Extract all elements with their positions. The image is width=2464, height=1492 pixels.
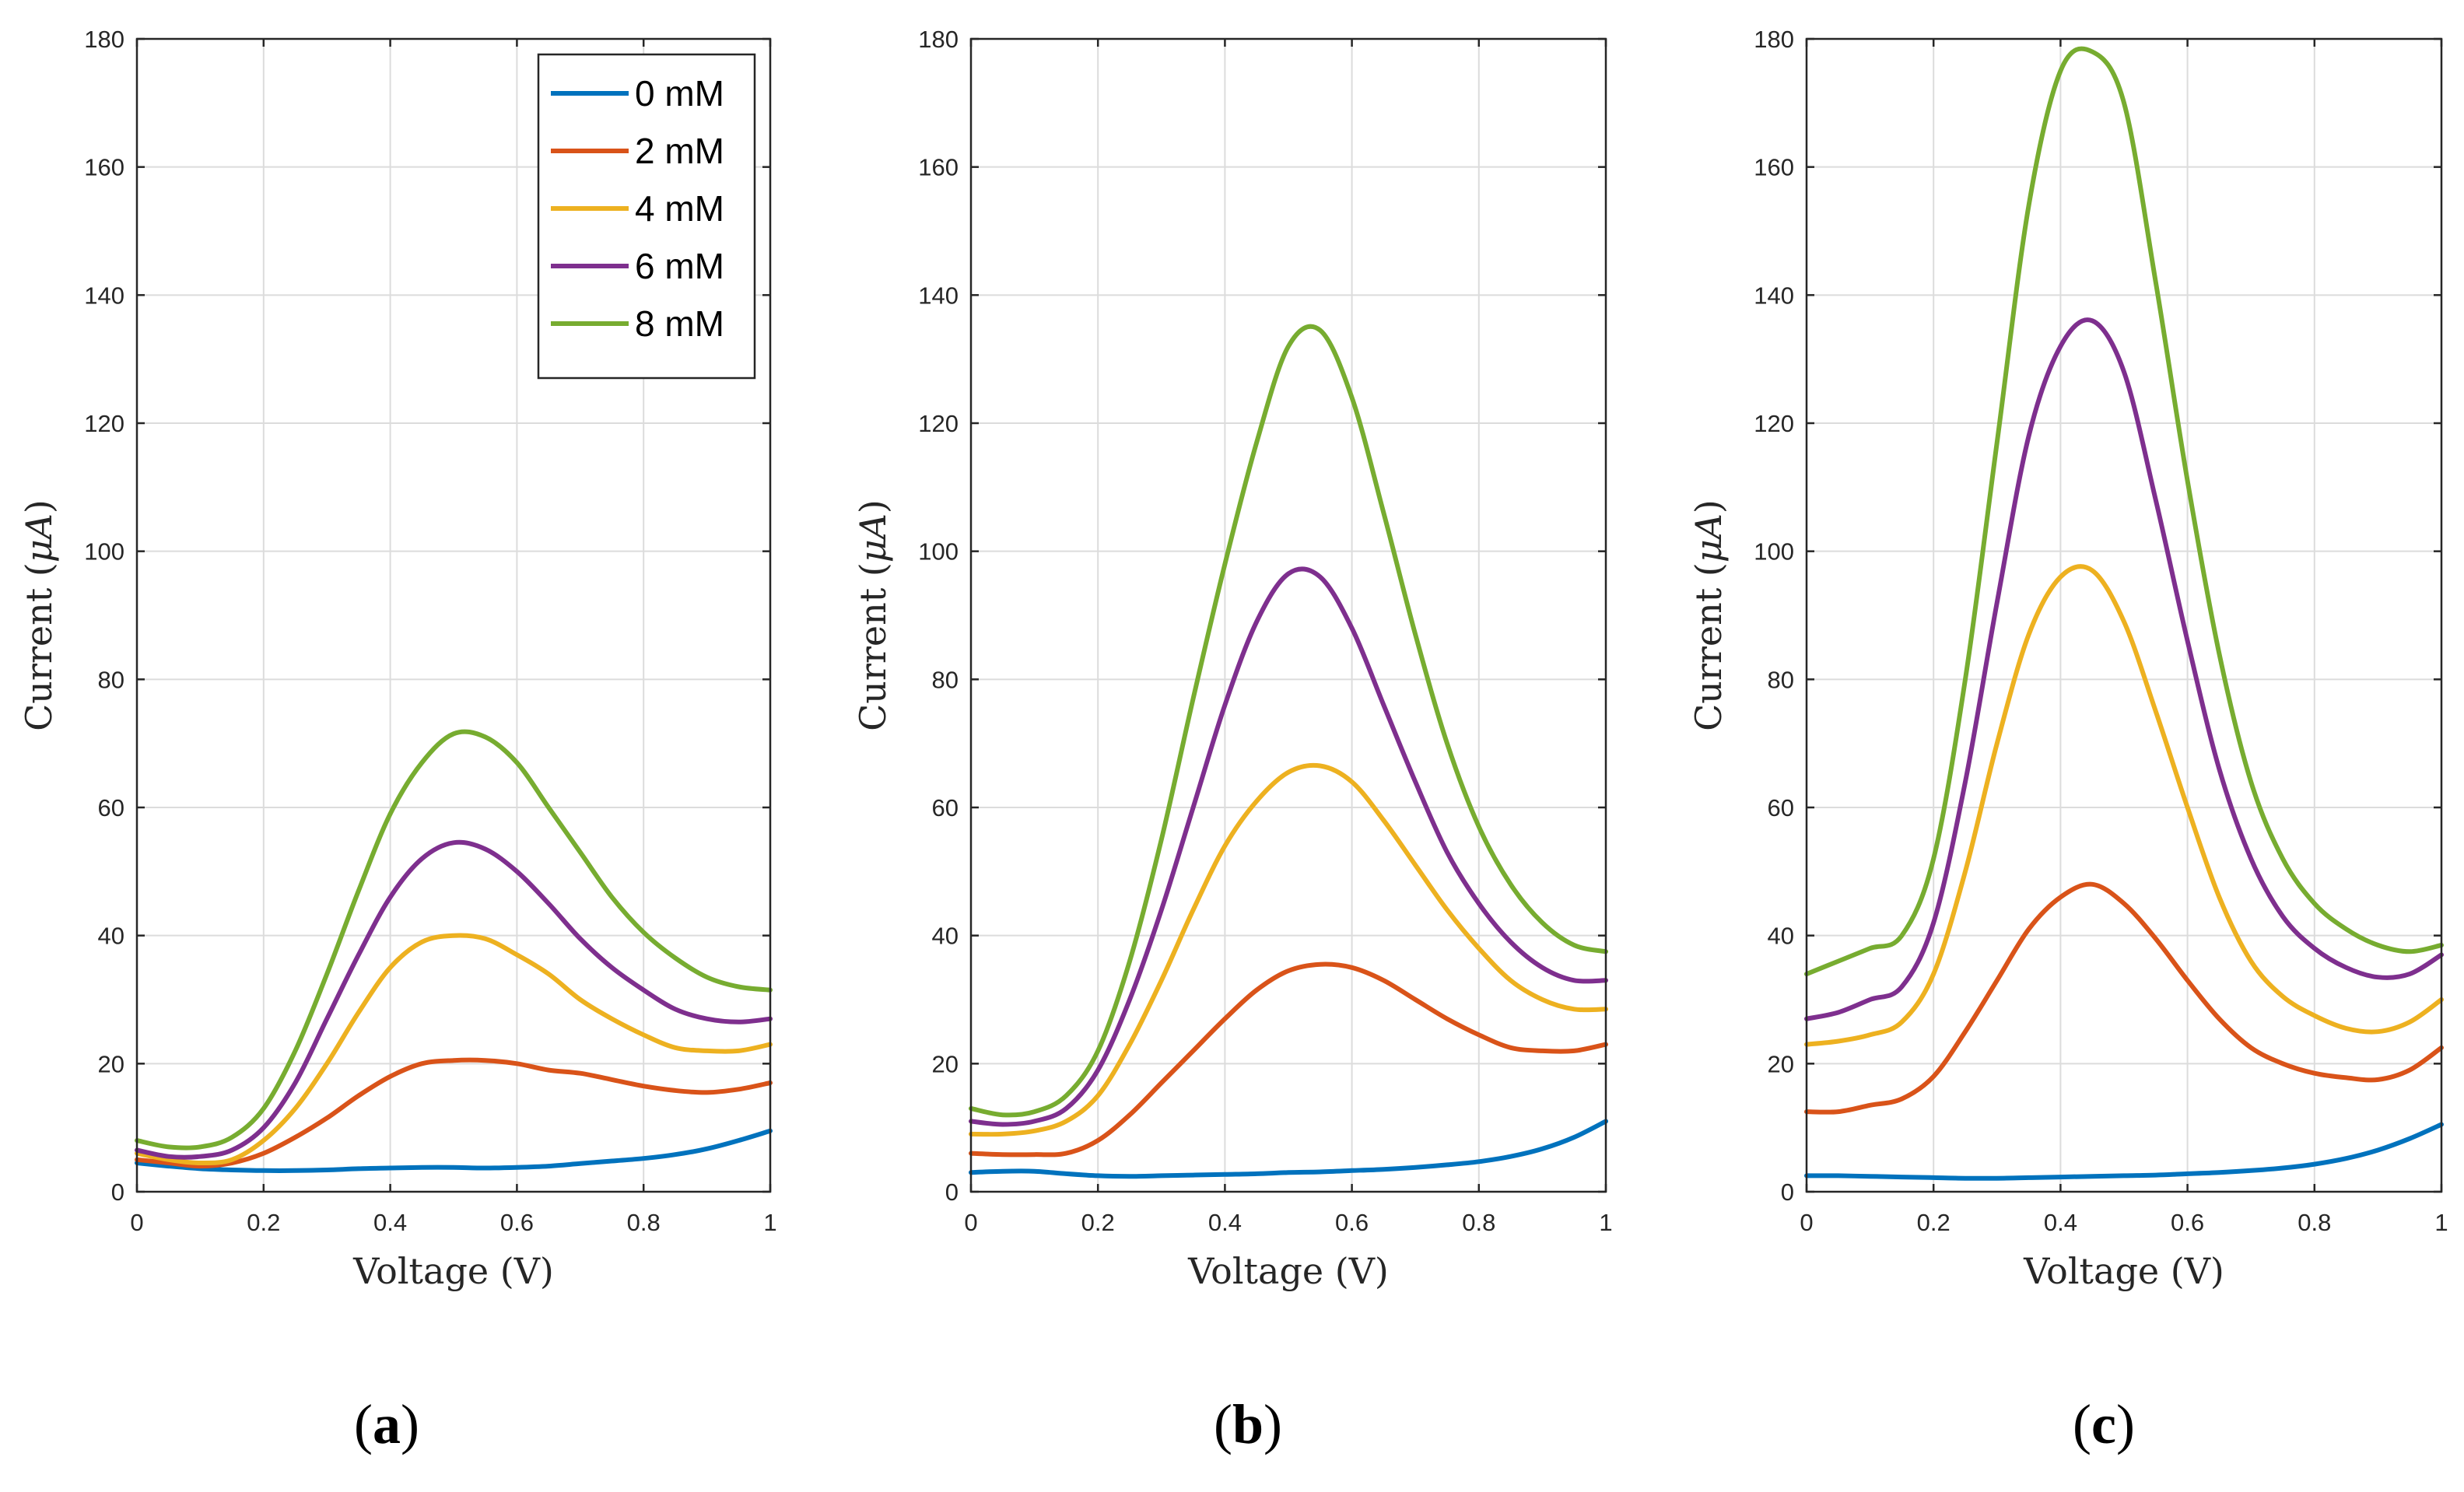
y-tick-label: 60 bbox=[1768, 794, 1794, 821]
y-tick-label: 20 bbox=[1768, 1050, 1794, 1077]
y-tick-label: 40 bbox=[932, 923, 959, 950]
x-axis-label: Voltage (V) bbox=[2023, 1250, 2224, 1292]
x-tick-label: 1 bbox=[763, 1209, 776, 1236]
y-tick-label: 80 bbox=[932, 666, 959, 693]
x-tick-label: 0.8 bbox=[1462, 1209, 1495, 1236]
x-tick-label: 0.2 bbox=[1081, 1209, 1115, 1236]
series-line-0-mm bbox=[135, 1128, 773, 1173]
y-axis-label: Current (μA) bbox=[1688, 499, 1730, 731]
panel-label-b: (b) bbox=[1214, 1393, 1283, 1455]
x-tick-label: 0 bbox=[130, 1209, 143, 1236]
y-tick-label: 160 bbox=[84, 154, 124, 181]
series-line-8-mm bbox=[135, 729, 773, 1151]
y-tick-label: 60 bbox=[932, 794, 959, 821]
series-line-4-mm bbox=[1804, 564, 2444, 1047]
series-line-0-mm bbox=[969, 1119, 1608, 1179]
series-line-8-mm bbox=[969, 324, 1608, 1118]
legend-label: 6 mM bbox=[635, 246, 724, 286]
x-tick-label: 0 bbox=[1800, 1209, 1813, 1236]
x-tick-label: 1 bbox=[1599, 1209, 1612, 1236]
y-tick-label: 160 bbox=[918, 154, 959, 181]
y-tick-label: 140 bbox=[1754, 282, 1794, 309]
legend-label: 2 mM bbox=[635, 131, 724, 171]
chart-panel-c: 0 0.2 0.4 0.6 0.8 1 0 20 40 60 80 100 120 140 160 180 Vo… bbox=[1688, 26, 2448, 1292]
y-tick-label: 80 bbox=[98, 666, 124, 693]
axes-box bbox=[969, 37, 1607, 1193]
y-tick-label: 80 bbox=[1768, 666, 1794, 693]
series-line-4-mm bbox=[135, 933, 773, 1166]
x-axis-label: Voltage (V) bbox=[352, 1250, 554, 1292]
series-line-6-mm bbox=[969, 566, 1608, 1127]
y-tick-label: 0 bbox=[1781, 1179, 1794, 1206]
y-tick-label: 160 bbox=[1754, 154, 1794, 181]
x-tick-label: 0.4 bbox=[373, 1209, 407, 1236]
x-tick-label: 0.2 bbox=[247, 1209, 280, 1236]
x-tick-label: 0.8 bbox=[2298, 1209, 2331, 1236]
y-tick-label: 20 bbox=[932, 1050, 959, 1077]
y-tick-label: 140 bbox=[918, 282, 959, 309]
y-axis-label: Current (μA) bbox=[852, 499, 894, 731]
y-tick-label: 120 bbox=[84, 410, 124, 437]
y-tick-label: 100 bbox=[84, 538, 124, 566]
y-tick-label: 100 bbox=[1754, 538, 1794, 566]
y-tick-label: 140 bbox=[84, 282, 124, 309]
y-tick-label: 120 bbox=[1754, 410, 1794, 437]
y-tick-label: 20 bbox=[98, 1050, 124, 1077]
legend: 0 mM 2 mM 4 mM 6 mM 8 mM bbox=[537, 53, 756, 380]
y-tick-label: 180 bbox=[84, 26, 124, 53]
y-tick-label: 180 bbox=[918, 26, 959, 53]
legend-label: 4 mM bbox=[635, 188, 724, 229]
series-line-6-mm bbox=[1804, 317, 2444, 1021]
panel-label-a: (a) bbox=[354, 1393, 419, 1455]
x-tick-label: 0.4 bbox=[1208, 1209, 1242, 1236]
y-tick-label: 180 bbox=[1754, 26, 1794, 53]
axes-box bbox=[1805, 37, 2443, 1193]
x-tick-label: 0.6 bbox=[1335, 1209, 1369, 1236]
y-tick-label: 0 bbox=[111, 1179, 124, 1206]
panel-label-c: (c) bbox=[2073, 1393, 2135, 1455]
x-axis-label: Voltage (V) bbox=[1187, 1250, 1389, 1292]
series-line-6-mm bbox=[135, 839, 773, 1160]
y-tick-label: 60 bbox=[98, 794, 124, 821]
x-tick-label: 0.6 bbox=[2171, 1209, 2204, 1236]
chart-panel-b: 0 0.2 0.4 0.6 0.8 1 0 20 40 60 80 100 120 140 160 180 Vo… bbox=[852, 26, 1613, 1292]
legend-label: 8 mM bbox=[635, 303, 724, 344]
y-tick-label: 40 bbox=[98, 923, 124, 950]
x-tick-label: 0.4 bbox=[2044, 1209, 2077, 1236]
axes-box bbox=[135, 37, 772, 1193]
x-tick-label: 0 bbox=[964, 1209, 977, 1236]
y-tick-label: 0 bbox=[945, 1179, 959, 1206]
x-tick-label: 1 bbox=[2434, 1209, 2448, 1236]
legend-label: 0 mM bbox=[635, 73, 724, 114]
series-line-0-mm bbox=[1804, 1122, 2444, 1181]
plot-area bbox=[1807, 39, 2441, 1192]
x-tick-label: 0.8 bbox=[627, 1209, 661, 1236]
series-line-2-mm bbox=[135, 1057, 773, 1169]
chart-panel-a: 0 0.2 0.4 0.6 0.8 1 0 20 40 60 80 100 120 140 160 180 Vo… bbox=[18, 26, 777, 1292]
x-tick-label: 0.6 bbox=[500, 1209, 534, 1236]
x-tick-label: 0.2 bbox=[1917, 1209, 1951, 1236]
y-tick-label: 40 bbox=[1768, 923, 1794, 950]
plot-area bbox=[971, 39, 1606, 1192]
series-line-2-mm bbox=[969, 961, 1608, 1158]
y-axis-label: Current (μA) bbox=[18, 499, 60, 731]
y-tick-label: 120 bbox=[918, 410, 959, 437]
series-line-4-mm bbox=[969, 762, 1608, 1137]
series-line-2-mm bbox=[1804, 881, 2444, 1115]
series-line-8-mm bbox=[1804, 46, 2444, 977]
y-tick-label: 100 bbox=[918, 538, 959, 566]
